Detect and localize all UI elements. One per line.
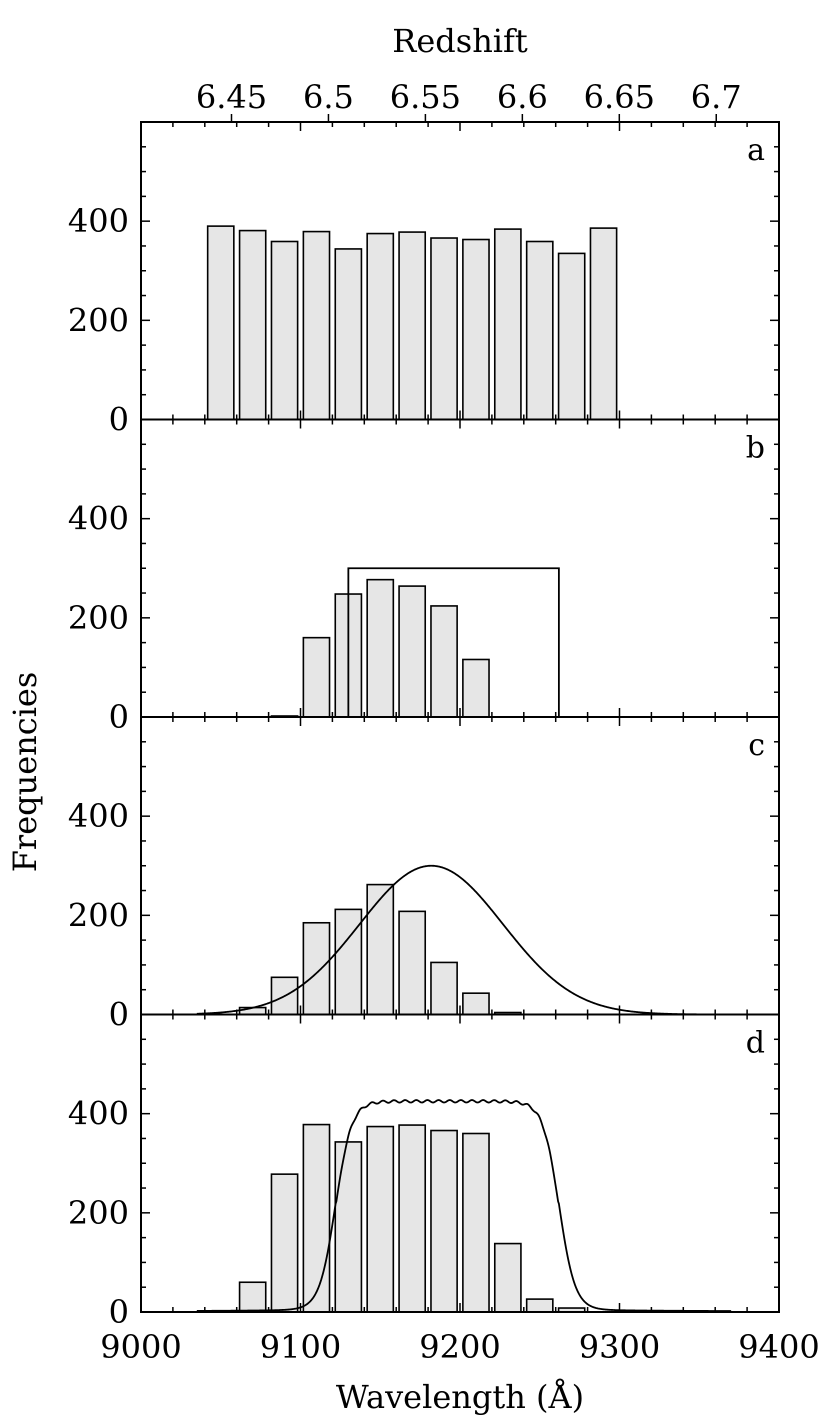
bar-b-7 (462, 658, 490, 718)
box-outline-b (347, 567, 560, 717)
redshift-tick-label: 6.7 (691, 78, 742, 116)
panel-group: 0 200 400 a 0 200 400 b 0 200 400 c 0 200 400 d 9000 9100… (68, 78, 820, 1366)
bar-a-11 (525, 240, 554, 421)
bar-c-6 (398, 910, 427, 1016)
bar-c-3 (302, 921, 331, 1016)
bar-b-5 (398, 585, 427, 718)
bar-d-2 (270, 1173, 299, 1313)
bar-a-9 (462, 238, 490, 421)
panel-a: 0 200 400 a (68, 121, 780, 439)
panel-frame-d (140, 1013, 780, 1313)
top-axis-label: Redshift (392, 22, 528, 60)
panel-label-a: a (747, 133, 765, 168)
x-tick-label: 9000 (100, 1328, 181, 1366)
x-tick-label: 9400 (738, 1328, 819, 1366)
bar-c-4 (334, 908, 363, 1016)
redshift-tick-label: 6.65 (584, 78, 655, 116)
panel-frame-a (140, 121, 780, 421)
y-tick-label-c: 200 (68, 896, 129, 934)
model-curve-d (196, 1099, 732, 1312)
y-tick-label-d: 0 (109, 1293, 129, 1331)
bar-d-7 (430, 1129, 458, 1313)
bar-c-5 (366, 883, 395, 1016)
bar-a-12 (557, 252, 586, 421)
bar-b-2 (302, 636, 331, 718)
y-tick-label-d: 400 (68, 1095, 129, 1133)
bar-a-3 (270, 240, 299, 421)
y-tick-label-c: 400 (68, 797, 129, 835)
y-tick-label-c: 0 (109, 996, 129, 1034)
bar-d-8 (462, 1132, 490, 1313)
y-tick-label-a: 200 (68, 301, 129, 339)
bar-c-8 (462, 992, 490, 1016)
panel-label-b: b (746, 431, 765, 466)
panel-d: 0 200 400 d (68, 1013, 780, 1331)
y-tick-label-a: 400 (68, 202, 129, 240)
panel-b: 0 200 400 b (68, 418, 780, 736)
bar-a-13 (589, 227, 618, 421)
bar-d-6 (398, 1124, 427, 1313)
bar-a-5 (334, 248, 363, 421)
y-tick-label-b: 400 (68, 500, 129, 538)
bar-d-4 (334, 1141, 363, 1313)
bar-d-5 (366, 1125, 395, 1313)
model-curve-c (196, 864, 732, 1016)
y-tick-label-b: 200 (68, 599, 129, 637)
redshift-tick-label: 6.45 (196, 78, 267, 116)
bar-b-6 (430, 605, 458, 718)
panel-frame-c (140, 716, 780, 1016)
y-axis-label: Frequencies (6, 672, 44, 873)
y-tick-label-a: 0 (109, 401, 129, 439)
y-tick-label-d: 200 (68, 1194, 129, 1232)
bar-a-4 (302, 230, 331, 421)
panel-c: 0 200 400 c (68, 716, 780, 1034)
bar-a-8 (430, 237, 458, 421)
bar-a-6 (366, 232, 395, 421)
bar-d-10 (525, 1298, 554, 1313)
x-axis-label: Wavelength (Å) (336, 1378, 584, 1416)
bar-d-1 (238, 1281, 267, 1313)
bar-d-9 (493, 1242, 522, 1313)
redshift-tick-label: 6.5 (303, 78, 354, 116)
x-tick-label: 9100 (260, 1328, 341, 1366)
bar-a-10 (493, 228, 522, 421)
redshift-tick-label: 6.55 (390, 78, 461, 116)
redshift-tick-label: 6.6 (497, 78, 548, 116)
x-tick-label: 9200 (419, 1328, 500, 1366)
bar-a-1 (206, 225, 235, 421)
bar-b-4 (366, 578, 395, 718)
panel-label-c: c (748, 728, 765, 763)
bar-c-7 (430, 961, 458, 1016)
bar-a-7 (398, 231, 427, 421)
y-tick-label-b: 0 (109, 698, 129, 736)
bar-d-3 (302, 1123, 331, 1313)
bar-a-2 (238, 229, 267, 421)
x-tick-label: 9300 (579, 1328, 660, 1366)
panel-label-d: d (746, 1026, 765, 1061)
